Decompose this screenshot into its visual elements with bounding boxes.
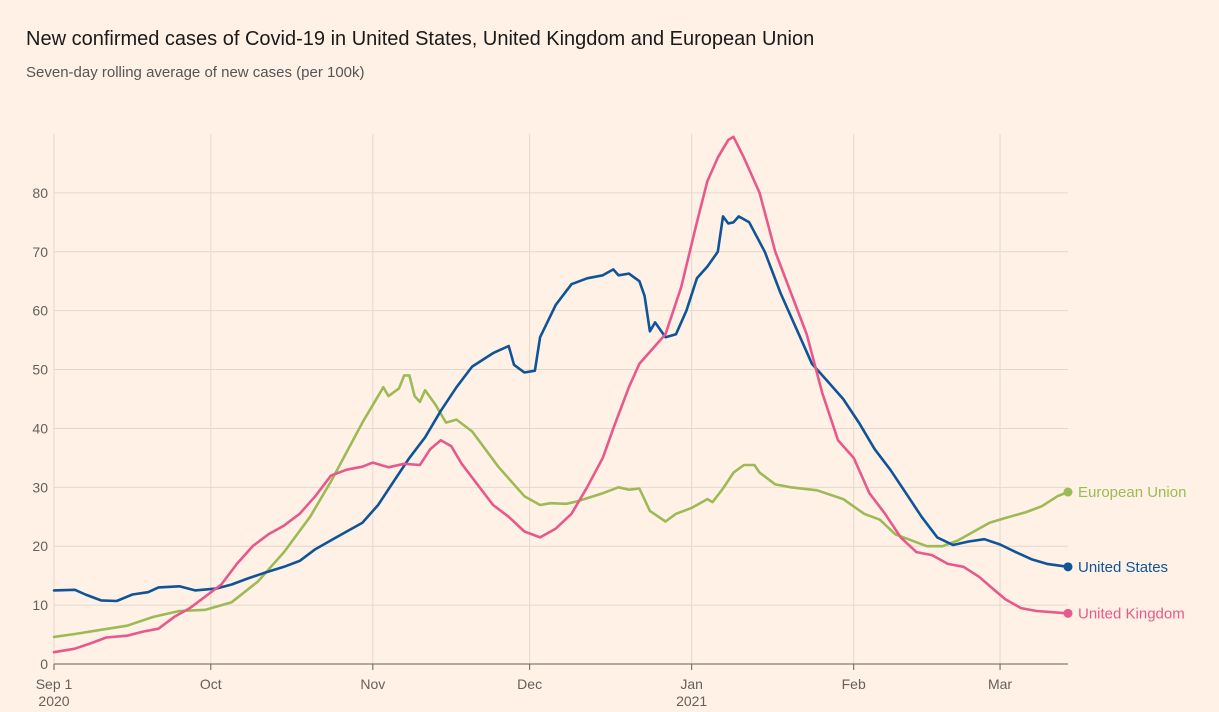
y-tick-label: 80: [32, 185, 48, 201]
series-lines: [52, 135, 1070, 654]
legend-label-european-union: European Union: [1078, 484, 1186, 501]
y-tick-label: 10: [32, 597, 48, 613]
x-tick-sublabel: 2021: [676, 693, 707, 709]
x-tick-sublabel: 2020: [38, 693, 69, 709]
x-tick-label: Feb: [842, 676, 866, 692]
series-line-united-states: [52, 215, 1070, 603]
y-tick-label: 50: [32, 362, 48, 378]
legend-label-united-kingdom: United Kingdom: [1078, 605, 1185, 622]
chart-subtitle: Seven-day rolling average of new cases (…: [26, 64, 365, 81]
y-tick-label: 70: [32, 244, 48, 260]
x-tick-label: Nov: [360, 676, 385, 692]
x-tick-label: Sep 1: [36, 676, 73, 692]
series-end-marker-united-states: [1063, 562, 1073, 572]
direct-legend: European Union United States United Kingdo…: [1063, 484, 1186, 622]
series-line-united-kingdom: [52, 135, 1070, 654]
grid: [53, 134, 1068, 664]
chart-title: New confirmed cases of Covid-19 in Unite…: [26, 28, 815, 50]
x-tick-label: Jan: [680, 676, 703, 692]
x-tick-label: Mar: [988, 676, 1012, 692]
series-end-marker-united-kingdom: [1063, 608, 1073, 618]
y-tick-label: 20: [32, 538, 48, 554]
series-end-marker-european-union: [1063, 487, 1073, 497]
y-tick-label: 40: [32, 420, 48, 436]
legend-label-united-states: United States: [1078, 559, 1168, 576]
y-tick-label: 0: [40, 656, 48, 672]
x-tick-label: Oct: [200, 676, 222, 692]
y-tick-label: 30: [32, 479, 48, 495]
x-tick-label: Dec: [517, 676, 542, 692]
y-tick-label: 60: [32, 303, 48, 319]
